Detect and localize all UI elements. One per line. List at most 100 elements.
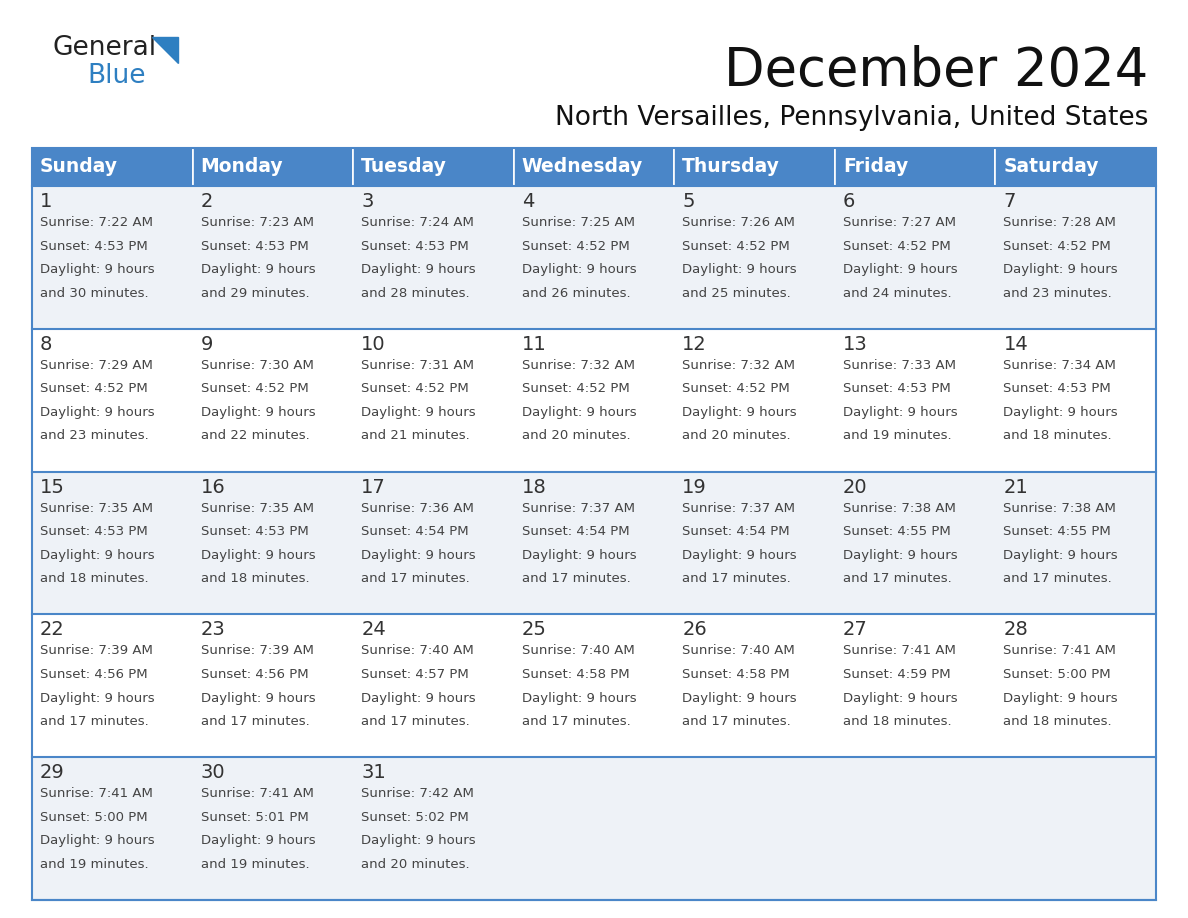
Text: Sunset: 4:54 PM: Sunset: 4:54 PM	[522, 525, 630, 538]
Text: 3: 3	[361, 192, 373, 211]
Text: Daylight: 9 hours: Daylight: 9 hours	[682, 549, 797, 562]
Text: and 18 minutes.: and 18 minutes.	[40, 572, 148, 586]
Text: and 17 minutes.: and 17 minutes.	[361, 715, 470, 728]
Text: and 18 minutes.: and 18 minutes.	[201, 572, 309, 586]
Text: Daylight: 9 hours: Daylight: 9 hours	[40, 549, 154, 562]
Text: Daylight: 9 hours: Daylight: 9 hours	[1004, 406, 1118, 419]
Text: Sunrise: 7:41 AM: Sunrise: 7:41 AM	[842, 644, 956, 657]
Text: 13: 13	[842, 335, 867, 353]
Text: Sunset: 4:53 PM: Sunset: 4:53 PM	[40, 240, 147, 252]
Text: Sunrise: 7:27 AM: Sunrise: 7:27 AM	[842, 216, 956, 229]
Text: 6: 6	[842, 192, 855, 211]
Text: 28: 28	[1004, 621, 1028, 640]
Text: Daylight: 9 hours: Daylight: 9 hours	[842, 691, 958, 704]
Text: Daylight: 9 hours: Daylight: 9 hours	[361, 549, 476, 562]
Polygon shape	[152, 37, 178, 63]
Text: 19: 19	[682, 477, 707, 497]
Text: Sunday: Sunday	[40, 158, 118, 176]
Text: 1: 1	[40, 192, 52, 211]
Text: Sunset: 4:53 PM: Sunset: 4:53 PM	[201, 525, 309, 538]
Text: 31: 31	[361, 763, 386, 782]
Text: Sunrise: 7:22 AM: Sunrise: 7:22 AM	[40, 216, 153, 229]
Text: 9: 9	[201, 335, 213, 353]
Text: Daylight: 9 hours: Daylight: 9 hours	[201, 549, 315, 562]
Text: Sunset: 4:53 PM: Sunset: 4:53 PM	[40, 525, 147, 538]
Text: Daylight: 9 hours: Daylight: 9 hours	[361, 691, 476, 704]
Text: Sunrise: 7:34 AM: Sunrise: 7:34 AM	[1004, 359, 1117, 372]
Text: Daylight: 9 hours: Daylight: 9 hours	[361, 834, 476, 847]
Text: Sunset: 4:59 PM: Sunset: 4:59 PM	[842, 668, 950, 681]
Text: 17: 17	[361, 477, 386, 497]
Text: and 17 minutes.: and 17 minutes.	[522, 715, 631, 728]
Text: Daylight: 9 hours: Daylight: 9 hours	[40, 691, 154, 704]
Bar	[835, 148, 996, 186]
Text: Sunrise: 7:38 AM: Sunrise: 7:38 AM	[842, 501, 956, 515]
Text: and 18 minutes.: and 18 minutes.	[1004, 430, 1112, 442]
Text: 30: 30	[201, 763, 226, 782]
Text: and 22 minutes.: and 22 minutes.	[201, 430, 309, 442]
Text: Sunset: 4:57 PM: Sunset: 4:57 PM	[361, 668, 469, 681]
Text: Sunset: 4:56 PM: Sunset: 4:56 PM	[201, 668, 308, 681]
Text: Sunrise: 7:31 AM: Sunrise: 7:31 AM	[361, 359, 474, 372]
Text: Sunrise: 7:39 AM: Sunrise: 7:39 AM	[201, 644, 314, 657]
Text: Daylight: 9 hours: Daylight: 9 hours	[522, 691, 637, 704]
Text: December 2024: December 2024	[723, 45, 1148, 97]
Text: Sunset: 4:53 PM: Sunset: 4:53 PM	[361, 240, 469, 252]
Text: Daylight: 9 hours: Daylight: 9 hours	[842, 406, 958, 419]
Text: Sunrise: 7:42 AM: Sunrise: 7:42 AM	[361, 788, 474, 800]
Text: Sunrise: 7:38 AM: Sunrise: 7:38 AM	[1004, 501, 1117, 515]
Text: and 17 minutes.: and 17 minutes.	[1004, 572, 1112, 586]
Text: Sunset: 4:58 PM: Sunset: 4:58 PM	[522, 668, 630, 681]
Text: 10: 10	[361, 335, 386, 353]
Text: Daylight: 9 hours: Daylight: 9 hours	[842, 263, 958, 276]
Text: Daylight: 9 hours: Daylight: 9 hours	[522, 406, 637, 419]
Text: Thursday: Thursday	[682, 158, 781, 176]
Text: Sunrise: 7:25 AM: Sunrise: 7:25 AM	[522, 216, 634, 229]
Text: 21: 21	[1004, 477, 1028, 497]
Text: and 19 minutes.: and 19 minutes.	[842, 430, 952, 442]
Text: Daylight: 9 hours: Daylight: 9 hours	[682, 691, 797, 704]
Bar	[32, 148, 192, 186]
Text: Daylight: 9 hours: Daylight: 9 hours	[361, 263, 476, 276]
Text: Daylight: 9 hours: Daylight: 9 hours	[682, 263, 797, 276]
Text: Sunrise: 7:39 AM: Sunrise: 7:39 AM	[40, 644, 153, 657]
Text: Wednesday: Wednesday	[522, 158, 643, 176]
Text: 27: 27	[842, 621, 867, 640]
Text: 26: 26	[682, 621, 707, 640]
Bar	[32, 757, 1156, 900]
Text: and 17 minutes.: and 17 minutes.	[842, 572, 952, 586]
Text: Sunset: 5:02 PM: Sunset: 5:02 PM	[361, 811, 469, 823]
Text: Sunset: 4:52 PM: Sunset: 4:52 PM	[361, 383, 469, 396]
Text: and 17 minutes.: and 17 minutes.	[361, 572, 470, 586]
Text: and 20 minutes.: and 20 minutes.	[522, 430, 631, 442]
Text: Sunrise: 7:23 AM: Sunrise: 7:23 AM	[201, 216, 314, 229]
Text: and 21 minutes.: and 21 minutes.	[361, 430, 470, 442]
Text: 5: 5	[682, 192, 695, 211]
Text: Daylight: 9 hours: Daylight: 9 hours	[1004, 263, 1118, 276]
Text: Sunrise: 7:30 AM: Sunrise: 7:30 AM	[201, 359, 314, 372]
Text: 25: 25	[522, 621, 546, 640]
Text: and 30 minutes.: and 30 minutes.	[40, 286, 148, 299]
Text: and 20 minutes.: and 20 minutes.	[682, 430, 791, 442]
Text: Sunset: 4:58 PM: Sunset: 4:58 PM	[682, 668, 790, 681]
Text: Daylight: 9 hours: Daylight: 9 hours	[40, 834, 154, 847]
Text: 20: 20	[842, 477, 867, 497]
Text: Friday: Friday	[842, 158, 908, 176]
Text: and 23 minutes.: and 23 minutes.	[40, 430, 148, 442]
Text: 7: 7	[1004, 192, 1016, 211]
Text: Daylight: 9 hours: Daylight: 9 hours	[201, 834, 315, 847]
Text: Monday: Monday	[201, 158, 283, 176]
Text: Sunrise: 7:24 AM: Sunrise: 7:24 AM	[361, 216, 474, 229]
Text: 11: 11	[522, 335, 546, 353]
Text: Sunrise: 7:32 AM: Sunrise: 7:32 AM	[522, 359, 634, 372]
Text: Sunrise: 7:37 AM: Sunrise: 7:37 AM	[682, 501, 795, 515]
Text: Sunrise: 7:41 AM: Sunrise: 7:41 AM	[201, 788, 314, 800]
Text: 4: 4	[522, 192, 535, 211]
Text: Sunset: 4:53 PM: Sunset: 4:53 PM	[201, 240, 309, 252]
Text: Sunset: 4:54 PM: Sunset: 4:54 PM	[361, 525, 469, 538]
Bar	[996, 148, 1156, 186]
Text: Daylight: 9 hours: Daylight: 9 hours	[201, 406, 315, 419]
Text: and 25 minutes.: and 25 minutes.	[682, 286, 791, 299]
Text: 18: 18	[522, 477, 546, 497]
Text: and 17 minutes.: and 17 minutes.	[682, 572, 791, 586]
